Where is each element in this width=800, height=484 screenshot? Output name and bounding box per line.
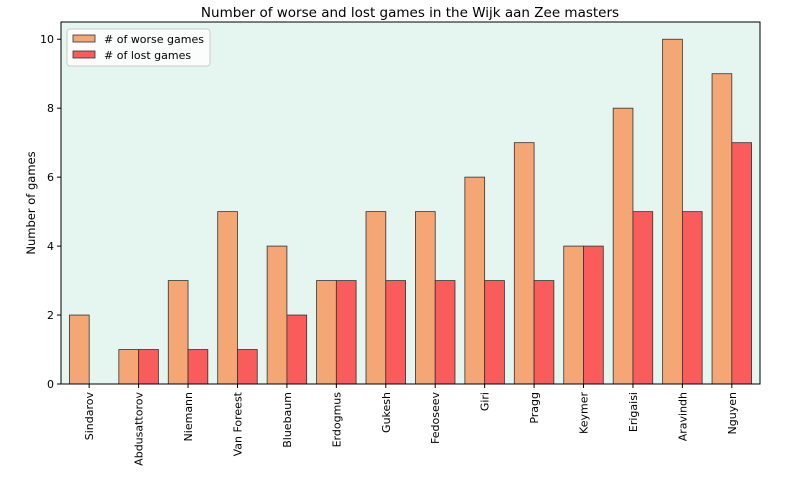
y-axis-label: Number of games (24, 151, 38, 254)
legend-box (66, 28, 211, 67)
bar-lost (385, 280, 406, 385)
x-tick-label: Van Foreest (231, 391, 244, 456)
bar-lost (335, 280, 357, 385)
chart-title: Number of worse and lost games in the Wi… (201, 5, 619, 21)
bar-worse (365, 211, 387, 385)
bar-lost (632, 211, 654, 385)
legend-swatch (72, 50, 96, 59)
bar-worse (118, 349, 140, 385)
x-tick-label: Nguyen (726, 392, 739, 434)
legend-label: # of lost games (104, 49, 191, 62)
plot-area (61, 22, 760, 384)
y-tick-label: 4 (47, 240, 54, 253)
x-tick-label: Giri (479, 392, 492, 411)
bar-worse (464, 176, 486, 385)
bar-worse (662, 38, 683, 385)
plot-frame (60, 21, 761, 385)
bar-lost (237, 349, 258, 385)
bar-lost (681, 211, 703, 385)
legend-swatch (72, 34, 96, 43)
bar-lost (187, 349, 209, 385)
y-tick-label: 10 (40, 33, 54, 46)
x-tick-label: Pragg (528, 392, 541, 424)
y-tick-label: 6 (47, 171, 54, 184)
legend-label: # of worse games (104, 33, 204, 46)
bar-worse (513, 142, 535, 385)
bar-lost (434, 280, 456, 385)
x-tick-label: Aravindh (676, 392, 689, 441)
x-tick-label: Erigaisi (627, 392, 640, 432)
bar-lost (731, 142, 752, 385)
y-tick-label: 0 (47, 378, 54, 391)
bar-worse (711, 73, 733, 385)
bar-lost (533, 280, 555, 385)
bar-lost (138, 349, 159, 385)
x-tick-label: Keymer (578, 392, 591, 434)
x-tick-label: Gukesh (380, 392, 393, 433)
bar-lost (583, 245, 604, 385)
x-tick-label: Abdusattorov (133, 392, 146, 466)
bar-worse (266, 245, 288, 385)
bar-lost (286, 314, 308, 385)
bar-worse (167, 280, 189, 385)
bar-lost (484, 280, 505, 385)
y-tick-label: 8 (47, 102, 54, 115)
x-tick-label: Sindarov (83, 392, 96, 441)
x-tick-label: Fedoseev (429, 392, 442, 444)
x-tick-label: Bluebaum (281, 392, 294, 448)
x-tick-label: Niemann (182, 392, 195, 441)
bar-worse (316, 280, 337, 385)
bar-worse (563, 245, 584, 385)
bar-worse (217, 211, 238, 385)
bar-worse (69, 314, 90, 385)
x-tick-label: Erdogmus (330, 392, 343, 448)
bar-worse (415, 211, 436, 385)
legend: # of worse games # of lost games (66, 28, 211, 67)
y-tick-label: 2 (47, 309, 54, 322)
bar-worse (612, 107, 634, 385)
